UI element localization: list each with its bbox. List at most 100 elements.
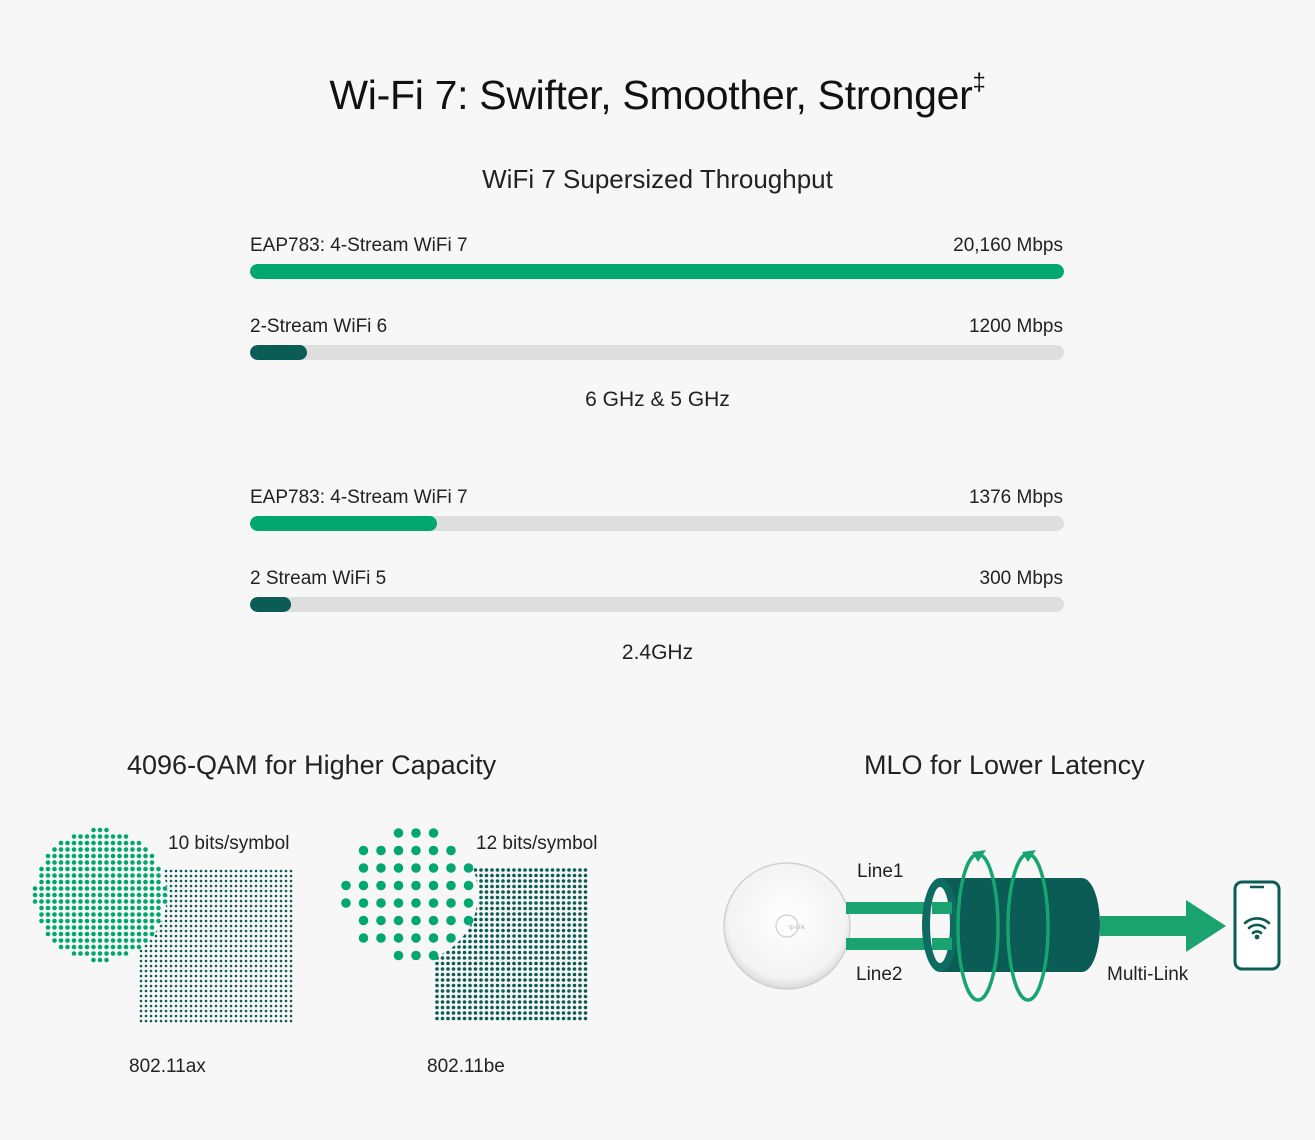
constellation-dot — [117, 905, 122, 911]
constellation-dot — [567, 1000, 571, 1004]
constellation-dot — [545, 895, 549, 900]
constellation-dot — [506, 961, 511, 966]
constellation-dot — [451, 967, 456, 971]
constellation-dot — [97, 905, 103, 911]
constellation-dot — [279, 894, 283, 898]
constellation-dot — [224, 924, 228, 928]
constellation-dot — [490, 1011, 494, 1015]
constellation-dot — [274, 919, 278, 923]
constellation-dot — [199, 984, 203, 988]
constellation-dot — [539, 884, 544, 889]
constellation-dot — [244, 889, 248, 893]
footnote-mark: ‡ — [972, 69, 986, 97]
constellation-dot — [169, 924, 173, 928]
constellation-dot — [479, 978, 483, 982]
constellation-dot — [528, 901, 533, 905]
constellation-dot — [156, 899, 161, 904]
constellation-dot — [214, 944, 218, 948]
constellation-dot — [254, 934, 258, 938]
constellation-dot — [199, 939, 203, 943]
constellation-dot — [274, 884, 278, 888]
multi-link-label: Multi-Link — [1107, 964, 1189, 985]
constellation-dot — [52, 873, 57, 878]
constellation-dot — [52, 853, 57, 859]
line1-label: Line1 — [857, 861, 904, 882]
constellation-dot — [523, 1016, 527, 1021]
constellation-dot — [534, 978, 538, 982]
constellation-dot — [224, 914, 228, 918]
constellation-dot — [143, 866, 148, 872]
constellation-dot — [189, 984, 193, 988]
constellation-dot — [179, 989, 183, 993]
constellation-dot — [229, 1004, 233, 1008]
constellation-dot — [199, 1009, 203, 1013]
constellation-dot — [159, 944, 163, 948]
constellation-dot — [78, 938, 83, 943]
constellation-dot — [567, 923, 571, 927]
qam-80211be-constellation — [341, 826, 588, 1021]
constellation-dot — [269, 969, 273, 973]
constellation-dot — [578, 961, 582, 966]
constellation-dot — [451, 972, 456, 977]
constellation-dot — [567, 972, 571, 977]
constellation-dot — [45, 918, 51, 924]
constellation-dot — [539, 939, 544, 944]
constellation-dot — [567, 895, 571, 900]
constellation-dot — [209, 879, 213, 883]
constellation-dot — [561, 890, 566, 894]
constellation-dot — [490, 868, 494, 872]
constellation-dot — [567, 934, 571, 938]
constellation-dot — [169, 1019, 173, 1023]
constellation-dot — [234, 954, 238, 958]
constellation-dot — [189, 994, 193, 998]
constellation-dot — [254, 929, 258, 933]
constellation-dot — [144, 954, 148, 958]
constellation-dot — [84, 899, 90, 904]
constellation-dot — [269, 979, 273, 983]
constellation-dot — [184, 994, 188, 998]
constellation-dot — [199, 899, 203, 903]
bar-label: 2-Stream WiFi 6 — [250, 316, 388, 337]
constellation-dot — [254, 964, 258, 968]
constellation-dot — [528, 912, 533, 916]
constellation-dot — [219, 934, 223, 938]
constellation-dot — [130, 860, 135, 865]
constellation-dot — [154, 999, 158, 1003]
constellation-dot — [209, 899, 213, 903]
constellation-dot — [534, 873, 538, 878]
constellation-dot — [234, 869, 238, 873]
constellation-dot — [244, 969, 248, 973]
constellation-dot — [159, 1004, 163, 1008]
constellation-dot — [214, 924, 218, 928]
constellation-dot — [545, 983, 549, 988]
constellation-dot — [164, 994, 168, 998]
constellation-dot — [204, 944, 208, 948]
constellation-dot — [545, 890, 549, 894]
constellation-dot — [528, 1005, 533, 1010]
constellation-dot — [279, 944, 283, 948]
constellation-dot — [224, 979, 228, 983]
constellation-dot — [512, 928, 516, 933]
constellation-dot — [229, 969, 233, 973]
constellation-dot — [214, 969, 218, 973]
constellation-dot — [84, 853, 90, 859]
constellation-dot — [229, 924, 233, 928]
constellation-dot — [484, 884, 489, 889]
constellation-dot — [239, 904, 243, 908]
constellation-dot — [583, 950, 588, 955]
constellation-dot — [52, 847, 57, 852]
constellation-dot — [199, 909, 203, 913]
constellation-dot — [567, 939, 571, 944]
constellation-dot — [143, 905, 148, 911]
constellation-dot — [556, 961, 560, 966]
constellation-dot — [561, 868, 566, 872]
constellation-dot — [136, 840, 142, 846]
constellation-dot — [123, 886, 129, 891]
constellation-dot — [184, 974, 188, 978]
constellation-dot — [84, 860, 90, 865]
constellation-dot — [567, 950, 571, 955]
constellation-dot — [110, 905, 116, 911]
constellation-dot — [174, 1004, 178, 1008]
constellation-dot — [169, 889, 173, 893]
constellation-dot — [174, 944, 178, 948]
